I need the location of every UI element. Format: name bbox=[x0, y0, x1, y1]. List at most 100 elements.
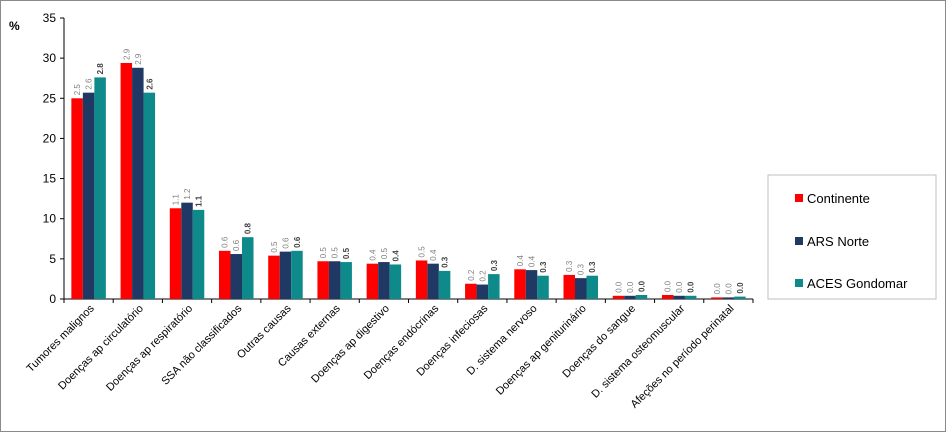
bar-continente bbox=[563, 274, 575, 299]
bar-continente bbox=[268, 255, 280, 299]
data-label: 0.0 bbox=[713, 283, 722, 295]
legend-label: ACES Gondomar bbox=[807, 276, 908, 291]
x-category-label: SSA não classificados bbox=[159, 302, 244, 387]
y-tick-label: 20 bbox=[43, 131, 57, 145]
chart-data-labels: 2.52.62.82.9 2.92.61.11.21.10.6 0.60.80.5 0… bbox=[73, 48, 745, 294]
bar-continente bbox=[366, 263, 379, 299]
bar-continente bbox=[317, 261, 329, 299]
bar-aces-gondomar bbox=[734, 296, 746, 299]
chart-legend: Continente ARS Norte ACES Gondomar bbox=[767, 174, 937, 300]
data-label: 1.1 bbox=[195, 195, 204, 207]
bar-aces-gondomar bbox=[291, 250, 303, 299]
x-category-label: Doenças ap geniturinário bbox=[494, 303, 589, 398]
data-label: 0.4 bbox=[429, 249, 438, 261]
bar-continente bbox=[71, 98, 83, 300]
data-label: 0.4 bbox=[391, 250, 400, 262]
bar-ars-norte bbox=[378, 262, 390, 299]
bar-aces-gondomar bbox=[537, 275, 549, 299]
bar-aces-gondomar bbox=[488, 274, 500, 299]
data-label: 0.6 bbox=[232, 239, 241, 251]
bar-ars-norte bbox=[575, 278, 587, 299]
data-label: 0.3 bbox=[577, 263, 586, 275]
bar-ars-norte bbox=[279, 251, 292, 299]
data-label: 2.8 bbox=[96, 63, 105, 75]
legend-swatch bbox=[795, 194, 803, 202]
y-tick-label: 15 bbox=[43, 172, 57, 186]
y-tick-label: 25 bbox=[43, 91, 57, 105]
data-label: 0.5 bbox=[331, 247, 340, 259]
data-label: 0.6 bbox=[293, 236, 302, 248]
bar-ars-norte bbox=[230, 254, 242, 299]
bar-aces-gondomar bbox=[94, 77, 106, 299]
data-label: 1.1 bbox=[172, 194, 181, 206]
y-tick-label: 0 bbox=[49, 292, 56, 306]
bar-ars-norte bbox=[624, 295, 636, 299]
data-label: 0.6 bbox=[221, 236, 230, 248]
bar-continente bbox=[415, 260, 428, 299]
bar-continente bbox=[219, 250, 231, 299]
y-tick-label: 10 bbox=[43, 212, 57, 226]
bar-continente bbox=[661, 294, 674, 299]
bar-ars-norte bbox=[132, 67, 144, 299]
x-category-label: Afeções no período perinatal bbox=[629, 303, 737, 411]
data-label: 0.3 bbox=[588, 261, 597, 273]
data-label: 0.0 bbox=[724, 283, 733, 295]
legend-swatch bbox=[795, 279, 803, 287]
chart-bars bbox=[71, 62, 746, 300]
data-label: 1.2 bbox=[183, 188, 192, 200]
data-label: 0.6 bbox=[281, 237, 290, 249]
bar-continente bbox=[465, 283, 477, 299]
bar-continente bbox=[711, 297, 723, 299]
data-label: 0.5 bbox=[270, 241, 279, 253]
bar-ars-norte bbox=[82, 92, 95, 299]
data-label: 0.0 bbox=[614, 281, 623, 293]
data-label: 0.5 bbox=[418, 246, 427, 258]
data-label: 0.5 bbox=[380, 247, 389, 259]
data-label: 0.5 bbox=[342, 247, 351, 259]
data-label: 0.2 bbox=[478, 270, 487, 282]
data-label: 2.6 bbox=[85, 78, 94, 90]
data-label: 0.3 bbox=[539, 261, 548, 273]
bar-aces-gondomar bbox=[438, 270, 451, 299]
bar-aces-gondomar bbox=[192, 209, 205, 299]
x-category-label: Doenças ap circulatório bbox=[56, 303, 146, 393]
data-label: 0.4 bbox=[516, 255, 525, 267]
legend-label: Continente bbox=[807, 191, 870, 206]
y-tick-label: 30 bbox=[43, 51, 57, 65]
legend-label: ARS Norte bbox=[807, 234, 869, 249]
bar-aces-gondomar bbox=[586, 275, 598, 299]
data-label: 0.4 bbox=[368, 249, 377, 261]
bar-ars-norte bbox=[328, 261, 341, 299]
bar-continente bbox=[169, 208, 182, 299]
data-label: 0.4 bbox=[528, 255, 537, 267]
data-label: 0.0 bbox=[736, 282, 745, 294]
data-label: 0.0 bbox=[626, 281, 635, 293]
bar-ars-norte bbox=[673, 295, 685, 299]
data-label: 0.0 bbox=[637, 280, 646, 292]
y-tick-label: 5 bbox=[49, 252, 56, 266]
bar-continente bbox=[612, 295, 625, 299]
bar-continente bbox=[120, 62, 133, 300]
bar-continente bbox=[514, 269, 526, 299]
data-label: 0.0 bbox=[687, 281, 696, 293]
x-category-label: D. sistema osteomuscular bbox=[589, 302, 687, 400]
bar-aces-gondomar bbox=[684, 295, 697, 299]
data-label: 0.3 bbox=[565, 260, 574, 272]
data-label: 0.5 bbox=[319, 247, 328, 259]
bar-ars-norte bbox=[722, 297, 735, 299]
bar-aces-gondomar bbox=[389, 264, 402, 299]
bar-aces-gondomar bbox=[635, 294, 648, 299]
data-label: 0.3 bbox=[490, 259, 499, 271]
data-label: 2.5 bbox=[73, 84, 82, 96]
bar-ars-norte bbox=[181, 202, 193, 299]
bar-ars-norte bbox=[525, 270, 538, 299]
bar-ars-norte bbox=[427, 263, 439, 299]
data-label: 2.9 bbox=[122, 48, 131, 60]
legend-swatch bbox=[795, 237, 803, 245]
data-label: 0.2 bbox=[467, 269, 476, 281]
bar-aces-gondomar bbox=[340, 262, 352, 299]
bar-aces-gondomar bbox=[143, 92, 156, 299]
